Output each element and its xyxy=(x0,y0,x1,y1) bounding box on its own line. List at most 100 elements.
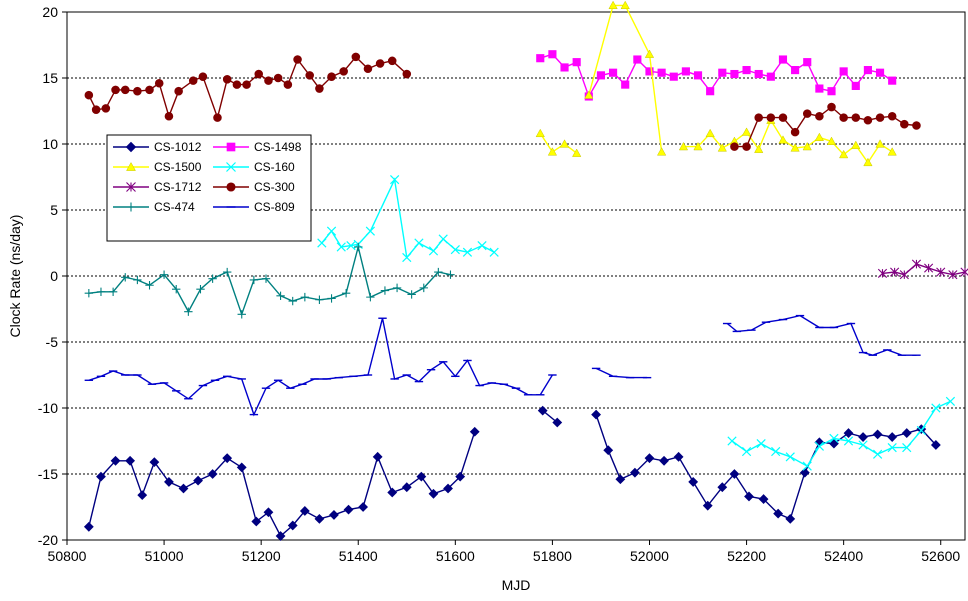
data-point-cs-1500 xyxy=(826,136,837,145)
data-point-cs-1012 xyxy=(758,494,769,504)
data-point-cs-474 xyxy=(108,287,118,297)
data-point-cs-1500 xyxy=(839,149,849,159)
data-point-cs-160 xyxy=(916,425,926,436)
data-point-cs-1498 xyxy=(572,58,581,67)
data-point-cs-474 xyxy=(184,307,193,316)
y-tick-label: 20 xyxy=(42,4,58,20)
data-point-cs-474 xyxy=(300,292,310,302)
data-point-cs-1498 xyxy=(742,66,751,75)
data-point-cs-1012 xyxy=(236,462,247,473)
chart-legend: CS-1012 CS-1498 CS-1500 CS-160 CS-1712 CS-300… xyxy=(106,134,312,242)
data-point-cs-300 xyxy=(120,85,130,95)
data-point-cs-1500 xyxy=(572,148,582,157)
data-point-cs-160 xyxy=(414,238,424,248)
data-point-cs-474 xyxy=(419,283,428,293)
series-line-cs-809 xyxy=(595,367,648,379)
data-point-cs-474 xyxy=(133,275,142,285)
data-point-cs-160 xyxy=(887,442,897,453)
data-point-cs-1012 xyxy=(615,474,626,485)
data-point-cs-300 xyxy=(84,90,94,100)
data-point-cs-300 xyxy=(351,52,361,62)
data-point-cs-300 xyxy=(839,113,848,122)
data-point-cs-474 xyxy=(159,270,169,279)
legend-marker-cs-1498 xyxy=(226,142,236,152)
data-point-cs-1500 xyxy=(802,141,812,151)
data-point-cs-1498 xyxy=(803,58,812,67)
data-point-cs-474 xyxy=(276,291,285,300)
series-line-cs-1012 xyxy=(88,431,476,538)
data-point-cs-1012 xyxy=(729,469,740,479)
data-point-cs-300 xyxy=(273,73,283,83)
data-point-cs-474 xyxy=(407,290,416,299)
data-point-cs-300 xyxy=(851,113,861,122)
data-point-cs-1500 xyxy=(851,140,861,149)
data-point-cs-1500 xyxy=(790,143,800,152)
data-point-cs-474 xyxy=(392,283,402,293)
data-point-cs-160 xyxy=(843,436,854,446)
series-cs-1500 xyxy=(535,0,897,167)
series-line-cs-160 xyxy=(731,400,951,468)
series-cs-1012 xyxy=(83,405,941,541)
data-point-cs-300 xyxy=(222,75,232,84)
data-point-cs-300 xyxy=(327,72,336,81)
data-point-cs-1498 xyxy=(791,66,800,75)
data-point-cs-300 xyxy=(766,113,776,122)
data-point-cs-1012 xyxy=(193,475,203,486)
data-point-cs-300 xyxy=(145,85,154,95)
data-point-cs-300 xyxy=(778,113,788,122)
data-point-cs-1012 xyxy=(387,487,398,498)
data-point-cs-474 xyxy=(145,281,154,290)
series-cs-474 xyxy=(84,242,455,319)
x-tick-label: 51000 xyxy=(145,548,184,564)
series-cs-1712 xyxy=(877,259,968,280)
legend-label-cs-1500: CS-1500 xyxy=(154,160,202,174)
data-point-cs-160 xyxy=(402,252,412,263)
legend-label-cs-474: CS-474 xyxy=(154,200,195,214)
data-point-cs-300 xyxy=(198,72,208,81)
data-point-cs-1012 xyxy=(843,428,854,438)
data-point-cs-474 xyxy=(341,288,351,298)
data-point-cs-160 xyxy=(771,446,781,457)
data-point-cs-1498 xyxy=(621,80,630,89)
data-point-cs-160 xyxy=(902,442,912,453)
data-point-cs-1498 xyxy=(730,69,739,79)
data-point-cs-1012 xyxy=(455,471,466,482)
series-layer xyxy=(83,0,968,541)
data-point-cs-1012 xyxy=(96,471,106,482)
data-point-cs-160 xyxy=(829,433,839,443)
y-tick-label: -15 xyxy=(38,466,58,482)
data-point-cs-160 xyxy=(756,439,766,449)
series-cs-809 xyxy=(84,314,921,417)
data-point-cs-1498 xyxy=(645,67,654,76)
data-point-cs-1012 xyxy=(125,455,136,466)
x-tick-label: 51200 xyxy=(242,548,281,564)
data-point-cs-300 xyxy=(863,115,873,125)
data-point-cs-474 xyxy=(96,287,106,297)
data-point-cs-160 xyxy=(365,226,376,236)
data-point-cs-1498 xyxy=(681,67,690,76)
data-point-cs-1498 xyxy=(863,66,872,75)
legend-box xyxy=(106,134,312,242)
data-point-cs-474 xyxy=(237,310,246,319)
data-point-cs-1498 xyxy=(778,55,788,64)
data-point-cs-1012 xyxy=(443,483,453,494)
data-point-cs-300 xyxy=(101,104,111,113)
y-tick-label: -20 xyxy=(38,532,58,548)
data-point-cs-1012 xyxy=(552,417,563,428)
data-point-cs-1012 xyxy=(872,429,883,440)
y-axis-title: Clock Rate (ns/day) xyxy=(7,215,23,338)
data-point-cs-474 xyxy=(261,274,271,283)
legend-marker-cs-474 xyxy=(126,202,136,212)
legend-label-cs-1712: CS-1712 xyxy=(154,180,202,194)
data-point-cs-1012 xyxy=(164,477,174,487)
data-point-cs-474 xyxy=(380,286,390,295)
data-point-cs-1498 xyxy=(706,87,715,96)
data-point-cs-1500 xyxy=(741,127,752,136)
data-point-cs-1500 xyxy=(754,144,764,153)
data-point-cs-474 xyxy=(121,273,130,282)
data-point-cs-1012 xyxy=(901,428,912,438)
axis-ticks: -20 -15 -10 -5 0 5 10 15 20 50800 51000 51200 51400 5… xyxy=(38,4,961,564)
data-point-cs-1500 xyxy=(547,147,558,156)
data-point-cs-1012 xyxy=(537,405,548,416)
data-point-cs-1012 xyxy=(603,445,614,456)
